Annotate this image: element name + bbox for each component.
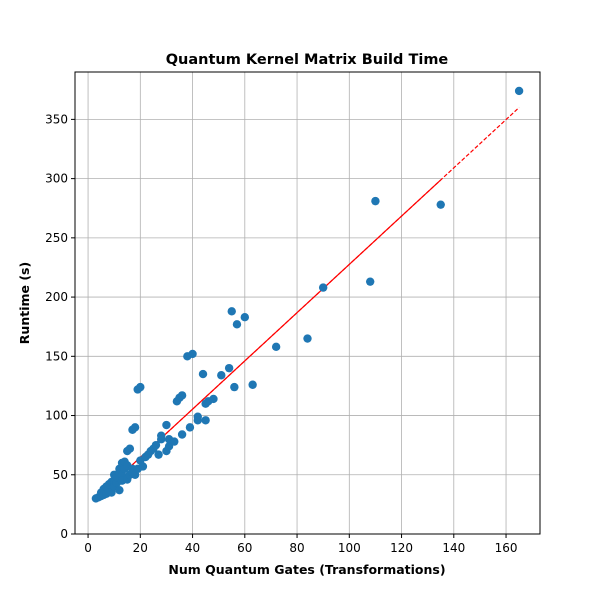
data-point xyxy=(365,277,375,286)
data-point xyxy=(177,430,187,439)
data-point xyxy=(188,349,197,359)
data-point xyxy=(130,423,140,432)
grid-lines xyxy=(75,72,540,535)
x-tick-label: 160 xyxy=(495,541,518,555)
data-point xyxy=(232,320,242,329)
x-tick-label: 0 xyxy=(84,541,92,555)
y-tick-label: 300 xyxy=(45,172,68,186)
x-tick-label: 100 xyxy=(338,541,361,555)
data-point xyxy=(209,394,218,404)
data-points xyxy=(91,86,524,503)
data-point xyxy=(170,437,179,446)
y-tick-label: 150 xyxy=(45,349,68,363)
chart-title: Quantum Kernel Matrix Build Time xyxy=(166,52,449,68)
x-axis-label: Num Quantum Gates (Transformations) xyxy=(168,562,445,577)
data-point xyxy=(217,371,226,380)
data-point xyxy=(115,485,124,495)
x-tick-label: 20 xyxy=(133,541,148,555)
y-tick-label: 250 xyxy=(45,231,68,245)
y-tick-label: 350 xyxy=(45,112,68,126)
x-tick-label: 80 xyxy=(289,541,304,555)
data-point xyxy=(248,380,257,389)
data-point xyxy=(318,283,328,292)
y-axis-ticks: 0 50 100 150 200 250 300 350 xyxy=(45,112,75,541)
data-point xyxy=(125,444,135,453)
data-point xyxy=(177,391,187,400)
x-tick-label: 40 xyxy=(185,541,200,555)
data-point xyxy=(271,342,281,352)
data-point xyxy=(198,369,208,379)
data-point xyxy=(136,382,145,392)
data-point xyxy=(185,423,195,432)
data-point xyxy=(154,450,163,459)
data-point xyxy=(193,412,202,421)
y-axis-label: Runtime (s) xyxy=(17,262,32,344)
x-tick-label: 140 xyxy=(442,541,465,555)
data-point xyxy=(138,462,148,471)
data-point xyxy=(157,431,166,440)
data-point xyxy=(230,382,239,392)
x-axis-ticks: 0 20 40 60 80 100 120 140 160 xyxy=(84,534,517,555)
data-point xyxy=(514,86,524,96)
data-point xyxy=(224,363,234,373)
x-tick-label: 120 xyxy=(390,541,413,555)
y-tick-label: 200 xyxy=(45,290,68,304)
data-point xyxy=(371,196,380,206)
data-point xyxy=(436,200,445,209)
data-point xyxy=(151,440,161,450)
data-point xyxy=(201,416,210,425)
y-tick-label: 100 xyxy=(45,409,68,423)
data-point xyxy=(303,334,312,343)
data-point xyxy=(227,307,236,316)
data-point xyxy=(162,420,171,430)
data-point xyxy=(240,313,250,322)
x-tick-label: 60 xyxy=(237,541,252,555)
plot-frame xyxy=(74,71,541,535)
y-tick-label: 50 xyxy=(53,468,68,482)
y-tick-label: 0 xyxy=(60,527,68,541)
